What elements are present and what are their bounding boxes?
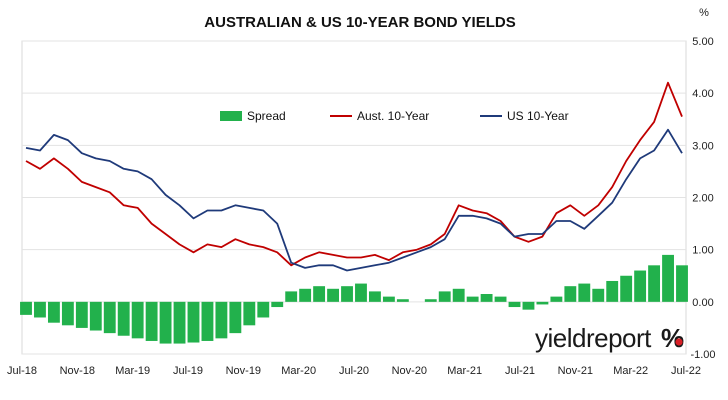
y-tick-label: 2.00 <box>692 193 713 205</box>
spread-bar <box>75 301 88 328</box>
legend-label: US 10-Year <box>507 109 569 123</box>
spread-bar <box>117 301 130 336</box>
x-tick-label: Jul-21 <box>505 365 535 377</box>
x-tick-label: Mar-19 <box>115 365 150 377</box>
us-10-year-line <box>25 128 683 272</box>
x-tick-label: Mar-20 <box>281 365 316 377</box>
spread-bar <box>382 296 395 302</box>
x-tick-label: Mar-21 <box>447 365 482 377</box>
spread-bar <box>313 286 326 302</box>
spread-bar <box>145 301 158 341</box>
spread-bar <box>662 254 674 302</box>
spread-bar <box>452 288 465 302</box>
spread-bar <box>578 283 591 302</box>
x-tick-label: Jul-20 <box>339 365 369 377</box>
y-tick-label: 0.00 <box>692 297 713 309</box>
spread-bar <box>173 301 186 344</box>
x-tick-label: Mar-22 <box>613 365 648 377</box>
y-tick-label: 3.00 <box>692 140 713 152</box>
legend-swatch <box>220 111 242 121</box>
logo-text: yieldreport <box>535 323 652 353</box>
spread-bar <box>438 291 451 302</box>
spread-bar <box>159 301 172 344</box>
x-tick-label: Jul-18 <box>7 365 37 377</box>
spread-bar <box>187 301 200 343</box>
spread-bar <box>466 296 479 302</box>
spread-bar <box>620 275 633 302</box>
spread-bar <box>536 301 549 305</box>
spread-bar <box>271 301 284 308</box>
x-tick-label: Nov-20 <box>392 365 427 377</box>
x-tick-label: Nov-19 <box>226 365 261 377</box>
x-tick-label: Nov-18 <box>60 365 95 377</box>
logo-percent-mark: % <box>661 323 684 353</box>
spread-bar <box>131 301 144 339</box>
yieldreport-logo: yieldreport % <box>535 323 684 353</box>
spread-bar <box>522 301 535 310</box>
legend-aust-10-year: Aust. 10-Year <box>330 109 429 123</box>
spread-bar <box>215 301 228 339</box>
y-tick-label: 5.00 <box>692 36 713 48</box>
spread-bar <box>564 286 577 302</box>
spread-bar <box>634 270 647 302</box>
y-tick-label: 4.00 <box>692 88 713 100</box>
spread-bar <box>676 265 688 302</box>
logo-dot <box>675 338 683 346</box>
spread-bar <box>229 301 242 334</box>
spread-bar <box>508 301 521 308</box>
legend-label: Spread <box>247 109 286 123</box>
x-axis-ticks: Jul-18 Nov-18 Mar-19 Jul-19 Nov-19 Mar-20 Jul-… <box>7 365 701 377</box>
spread-bar <box>103 301 116 334</box>
spread-bar <box>61 301 74 326</box>
spread-bar <box>243 301 256 326</box>
spread-bar <box>341 286 353 302</box>
spread-bar <box>369 291 381 302</box>
spread-bar <box>34 301 46 318</box>
spread-bar <box>592 288 605 302</box>
legend-label: Aust. 10-Year <box>357 109 429 123</box>
legend-us-10-year: US 10-Year <box>480 109 569 123</box>
spread-bar <box>606 280 619 302</box>
x-tick-label: Nov-21 <box>558 365 593 377</box>
x-tick-label: Jul-22 <box>671 365 701 377</box>
y-tick-label: -1.00 <box>690 349 715 361</box>
spread-bar <box>89 301 102 331</box>
spread-bar <box>480 294 493 302</box>
unit-label: % <box>699 7 709 19</box>
chart-title: AUSTRALIAN & US 10-YEAR BOND YIELDS <box>204 14 515 31</box>
legend-spread: Spread <box>220 109 286 123</box>
spread-bar <box>494 296 507 302</box>
y-axis-ticks: 5.00 4.00 3.00 2.00 1.00 0.00 -1.00 <box>690 36 715 361</box>
series-lines <box>25 81 683 272</box>
spread-bar <box>355 283 367 302</box>
spread-bar <box>299 288 312 302</box>
spread-bar <box>47 301 60 323</box>
legend: Spread Aust. 10-Year US 10-Year <box>220 109 569 123</box>
spread-bar <box>257 301 270 318</box>
spread-bar <box>201 301 214 341</box>
y-tick-label: 1.00 <box>692 245 713 257</box>
spread-bars <box>20 254 688 344</box>
spread-bar <box>424 299 437 302</box>
spread-bar <box>327 288 339 302</box>
spread-bar <box>550 296 563 302</box>
spread-bar <box>285 291 298 302</box>
aust-10-year-line <box>25 81 683 267</box>
x-tick-label: Jul-19 <box>173 365 203 377</box>
spread-bar <box>20 301 32 315</box>
spread-bar <box>648 265 661 302</box>
spread-bar <box>396 299 409 302</box>
